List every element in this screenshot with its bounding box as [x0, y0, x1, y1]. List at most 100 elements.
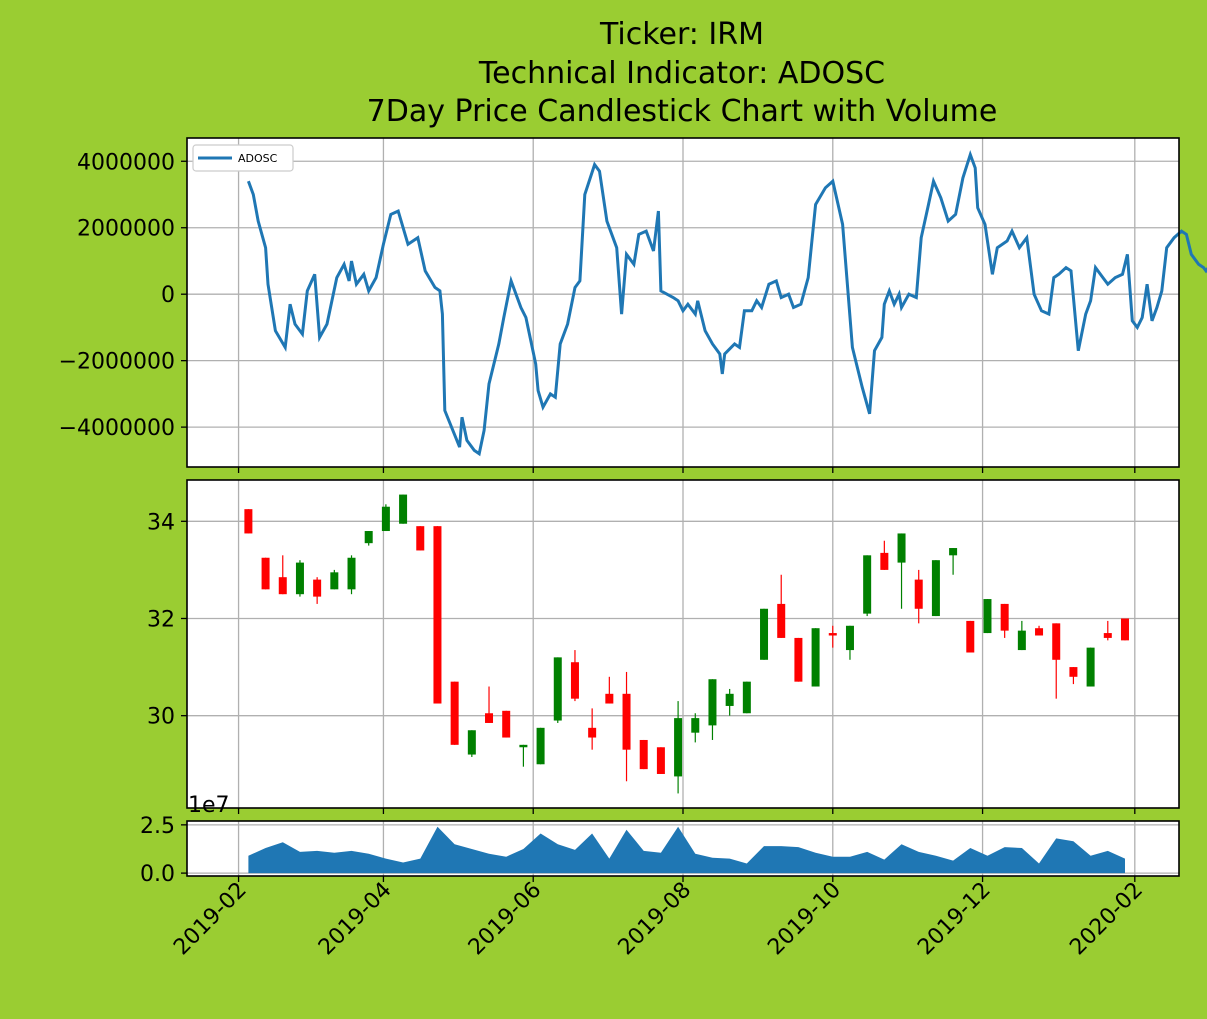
volume-axes-frame	[186, 820, 1180, 877]
candle	[760, 608, 769, 660]
y-tick-label: −2000000	[59, 350, 175, 375]
candle-body	[295, 562, 304, 595]
candle-body	[519, 744, 528, 748]
candle-body	[1017, 630, 1026, 651]
candle-body	[639, 739, 648, 770]
y-tick-label: 0	[161, 283, 175, 308]
y-tick-label: −4000000	[59, 416, 175, 441]
candle-body	[244, 509, 253, 534]
candle	[485, 686, 494, 723]
candle	[1103, 620, 1112, 641]
candle-body	[1103, 633, 1112, 638]
candle	[450, 681, 459, 745]
candle	[605, 676, 614, 704]
candle	[811, 628, 820, 687]
candle	[949, 548, 958, 575]
candle-body	[467, 730, 476, 755]
candle-body	[502, 710, 511, 738]
candle-body	[433, 526, 442, 704]
candle	[330, 569, 339, 590]
legend: ADOSC	[192, 144, 294, 172]
candle-body	[794, 637, 803, 682]
indicator-grid	[187, 138, 1179, 473]
candle	[708, 679, 717, 740]
price-panel: 30 32 34	[147, 479, 1180, 814]
candle	[278, 555, 287, 595]
candle	[1069, 667, 1078, 685]
candle-body	[450, 681, 459, 745]
candle	[897, 533, 906, 609]
chart-title-line-2: Technical Indicator: ADOSC	[478, 56, 885, 91]
candle	[1052, 623, 1061, 699]
candle-body	[863, 555, 872, 614]
y-tick-label: 2.5	[140, 814, 175, 839]
candle	[313, 577, 322, 604]
indicator-axes-frame	[186, 137, 1180, 468]
candle	[261, 557, 270, 590]
chart-title-line-3: 7Day Price Candlestick Chart with Volume	[367, 94, 998, 129]
candle-body	[674, 718, 683, 777]
candle-body	[605, 693, 614, 704]
candle	[1000, 603, 1009, 638]
candle-body	[536, 727, 545, 765]
candle-body	[811, 628, 820, 687]
candle	[777, 574, 786, 638]
candle-body	[1069, 667, 1078, 677]
candle-body	[347, 557, 356, 590]
candle	[1120, 618, 1129, 641]
candle-body	[931, 560, 940, 617]
candle-body	[485, 713, 494, 723]
y-tick-label: 2000000	[77, 217, 175, 242]
candle-body	[1052, 623, 1061, 660]
candle	[553, 657, 562, 723]
candle-body	[708, 679, 717, 726]
candle	[381, 504, 390, 532]
candle-body	[966, 620, 975, 653]
candle-body	[588, 727, 597, 738]
candle-body	[828, 633, 837, 636]
candle-body	[313, 579, 322, 597]
volume-panel: 0.0 2.5 1e7	[140, 793, 1180, 887]
candle	[863, 555, 872, 617]
volume-scale-label: 1e7	[188, 793, 230, 818]
candle	[1086, 647, 1095, 687]
candle-body	[1086, 647, 1095, 687]
candle	[674, 701, 683, 794]
candle	[828, 625, 837, 648]
candle	[416, 526, 425, 551]
candle	[691, 713, 700, 743]
candle-body	[983, 599, 992, 634]
candle-body	[330, 572, 339, 590]
price-axes-frame	[186, 479, 1180, 809]
y-tick-label: 30	[147, 705, 175, 730]
candle	[622, 671, 631, 782]
chart-title-line-1: Ticker: IRM	[599, 17, 764, 52]
candle-body	[880, 552, 889, 570]
candle-body	[622, 693, 631, 750]
candle	[502, 710, 511, 738]
candle	[742, 681, 751, 714]
candle-body	[777, 603, 786, 638]
candle-body	[399, 494, 408, 524]
candle-body	[897, 533, 906, 563]
candle-body	[1120, 618, 1129, 641]
legend-box	[192, 144, 294, 172]
candle-body	[949, 548, 958, 556]
candle	[519, 744, 528, 767]
candle-body	[656, 747, 665, 774]
candle	[536, 727, 545, 765]
y-tick-label: 34	[147, 510, 175, 535]
candle-body	[725, 693, 734, 706]
candle	[433, 526, 442, 704]
candle	[914, 569, 923, 624]
legend-label-adosc: ADOSC	[238, 152, 278, 165]
candle	[845, 625, 854, 660]
candle-body	[381, 506, 390, 532]
candle	[656, 747, 665, 774]
candle	[244, 509, 253, 534]
candle	[467, 730, 476, 757]
candle	[931, 560, 940, 617]
candle-body	[364, 531, 373, 544]
candle-body	[261, 557, 270, 590]
candle-body	[553, 657, 562, 721]
